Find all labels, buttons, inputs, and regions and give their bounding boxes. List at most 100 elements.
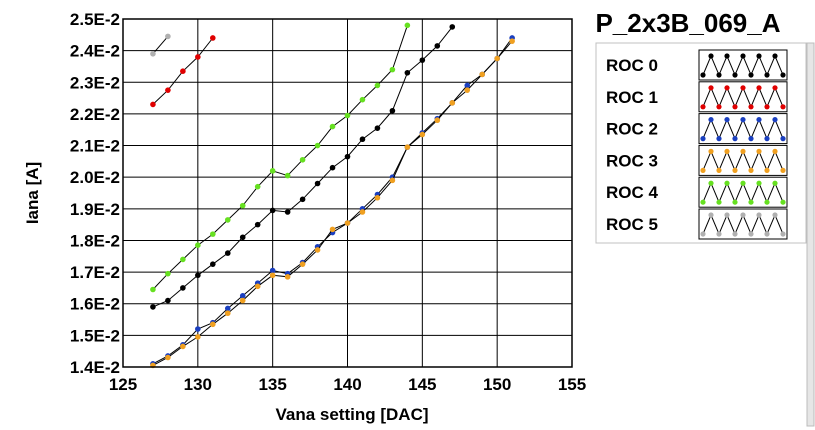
data-point xyxy=(224,305,231,312)
legend-swatch-marker xyxy=(764,136,770,142)
legend-label: ROC 1 xyxy=(606,88,658,107)
data-point xyxy=(284,274,291,280)
data-point xyxy=(359,96,366,103)
scrollbar-track[interactable] xyxy=(806,42,815,427)
y-tick-label: 2.3E-2 xyxy=(70,73,120,92)
data-point xyxy=(494,55,500,62)
legend-swatch-marker xyxy=(700,199,706,205)
legend-swatch-marker xyxy=(756,148,762,154)
data-point xyxy=(165,33,171,40)
legend-swatch-marker xyxy=(756,53,762,59)
legend-swatch-marker xyxy=(732,104,738,110)
data-point xyxy=(195,334,201,340)
legend-swatch-marker xyxy=(780,167,786,173)
data-point xyxy=(254,283,261,290)
x-tick-label: 125 xyxy=(109,375,137,394)
y-tick-label: 2.5E-2 xyxy=(70,10,120,29)
data-point xyxy=(389,107,396,114)
grid xyxy=(123,19,572,367)
y-tick-label: 2.0E-2 xyxy=(70,168,120,187)
x-axis-title: Vana setting [DAC] xyxy=(275,405,428,424)
x-tick-label: 130 xyxy=(184,375,212,394)
legend-swatch-marker xyxy=(716,231,722,237)
legend-label: ROC 3 xyxy=(606,151,658,170)
data-point xyxy=(239,297,246,304)
legend-swatch-marker xyxy=(700,72,706,78)
data-point xyxy=(150,286,156,293)
y-tick-label: 2.1E-2 xyxy=(70,137,120,156)
legend-label: ROC 4 xyxy=(606,183,659,202)
legend-swatch-marker xyxy=(740,53,746,59)
y-tick-label: 1.7E-2 xyxy=(70,263,120,282)
y-tick-label: 1.6E-2 xyxy=(70,295,120,314)
data-point xyxy=(419,131,426,138)
data-point xyxy=(180,285,186,291)
data-point xyxy=(284,209,291,215)
legend: ROC 0 ROC 1 ROC 2 ROC 3 ROC 4 ROC 5 xyxy=(606,49,788,240)
data-point xyxy=(449,24,456,30)
y-tick-label: 1.4E-2 xyxy=(70,358,120,377)
legend-swatch-marker xyxy=(780,136,786,142)
data-point xyxy=(210,261,216,267)
series-5 xyxy=(150,33,171,57)
x-tick-label: 155 xyxy=(558,375,586,394)
legend-swatch-marker xyxy=(708,180,714,186)
data-point xyxy=(150,304,156,310)
plot-frame xyxy=(122,18,573,368)
x-tick-label: 135 xyxy=(258,375,286,394)
y-tick-label: 1.5E-2 xyxy=(70,326,120,345)
data-point xyxy=(419,57,426,63)
legend-swatch-marker xyxy=(740,212,746,218)
y-tick-label: 1.8E-2 xyxy=(70,231,120,250)
legend-swatch-marker xyxy=(748,231,754,237)
legend-swatch-marker xyxy=(764,104,770,110)
data-point xyxy=(404,22,411,29)
data-point xyxy=(195,242,201,248)
chart-title: P_2x3B_069_A xyxy=(595,8,780,38)
data-point xyxy=(165,87,171,93)
x-tick-label: 150 xyxy=(483,375,511,394)
series-3 xyxy=(150,38,515,369)
legend-swatch-marker xyxy=(740,117,746,123)
data-point xyxy=(180,343,186,350)
series-line xyxy=(152,36,169,55)
data-point xyxy=(224,250,231,256)
data-point xyxy=(224,310,231,317)
data-point xyxy=(269,272,276,279)
y-axis-title: Iana [A] xyxy=(23,162,42,224)
legend-swatch-marker xyxy=(700,167,706,173)
legend-swatch-marker xyxy=(772,53,778,59)
data-point xyxy=(344,153,351,160)
legend-swatch-marker xyxy=(764,167,770,173)
data-point xyxy=(299,156,306,163)
legend-swatch-marker xyxy=(708,117,714,123)
legend-swatch-marker xyxy=(708,212,714,218)
legend-swatch-marker xyxy=(756,212,762,218)
data-point xyxy=(464,82,471,89)
legend-swatch-marker xyxy=(780,72,786,78)
data-point xyxy=(254,221,261,228)
legend-label: ROC 0 xyxy=(606,56,658,75)
legend-swatch-marker xyxy=(708,53,714,59)
legend-swatch-marker xyxy=(700,231,706,237)
legend-swatch-marker xyxy=(732,167,738,173)
data-point xyxy=(404,69,411,76)
y-tick-label: 2.2E-2 xyxy=(70,105,120,124)
data-point xyxy=(269,267,276,274)
legend-swatch-marker xyxy=(700,136,706,142)
data-point xyxy=(299,196,306,203)
series-1 xyxy=(150,35,216,108)
legend-swatch-marker xyxy=(716,167,722,173)
legend-swatch-marker xyxy=(756,180,762,186)
data-point xyxy=(374,82,381,89)
data-point xyxy=(389,66,396,73)
legend-swatch-marker xyxy=(724,180,730,186)
legend-swatch-marker xyxy=(724,148,730,154)
legend-swatch-marker xyxy=(748,199,754,205)
data-point xyxy=(165,270,171,277)
data-point xyxy=(210,231,216,237)
legend-swatch-marker xyxy=(724,212,730,218)
legend-swatch-marker xyxy=(708,85,714,91)
legend-swatch-marker xyxy=(716,136,722,142)
